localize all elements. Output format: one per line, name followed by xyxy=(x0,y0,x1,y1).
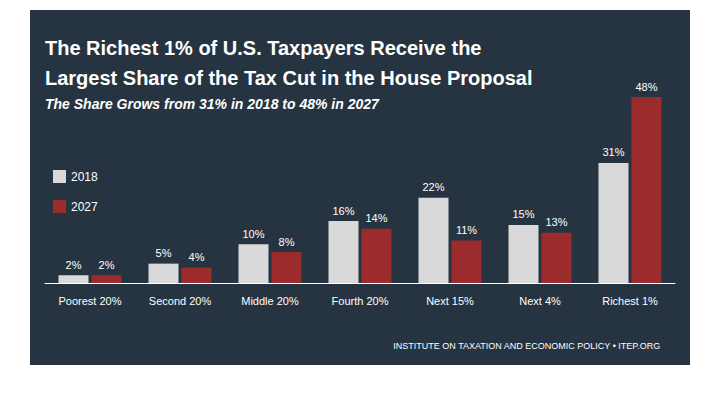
svg-text:Fourth 20%: Fourth 20% xyxy=(332,295,389,307)
svg-text:8%: 8% xyxy=(279,236,295,248)
svg-text:15%: 15% xyxy=(512,208,534,220)
svg-text:2%: 2% xyxy=(66,259,82,271)
svg-text:22%: 22% xyxy=(422,181,444,193)
svg-text:INSTITUTE ON TAXATION AND ECON: INSTITUTE ON TAXATION AND ECONOMIC POLIC… xyxy=(393,341,660,351)
svg-text:13%: 13% xyxy=(545,216,567,228)
svg-text:Next 15%: Next 15% xyxy=(426,295,474,307)
svg-text:Largest Share of the Tax Cut i: Largest Share of the Tax Cut in the Hous… xyxy=(45,67,533,89)
svg-text:5%: 5% xyxy=(156,247,172,259)
svg-text:31%: 31% xyxy=(602,146,624,158)
svg-text:2%: 2% xyxy=(99,259,115,271)
svg-text:11%: 11% xyxy=(456,224,477,236)
svg-text:The Share Grows from 31% in 20: The Share Grows from 31% in 2018 to 48% … xyxy=(45,96,380,112)
svg-text:14%: 14% xyxy=(365,212,387,224)
svg-text:Richest 1%: Richest 1% xyxy=(602,295,658,307)
svg-text:Middle 20%: Middle 20% xyxy=(241,295,299,307)
svg-text:2018: 2018 xyxy=(71,170,98,184)
svg-text:Poorest 20%: Poorest 20% xyxy=(59,295,122,307)
svg-text:4%: 4% xyxy=(189,251,205,263)
svg-text:10%: 10% xyxy=(242,228,264,240)
svg-text:Second 20%: Second 20% xyxy=(149,295,212,307)
svg-text:Next 4%: Next 4% xyxy=(519,295,561,307)
svg-text:48%: 48% xyxy=(635,81,657,93)
svg-text:2027: 2027 xyxy=(71,200,98,214)
svg-text:The Richest 1% of U.S. Taxpaye: The Richest 1% of U.S. Taxpayers Receive… xyxy=(45,37,481,59)
svg-text:16%: 16% xyxy=(332,205,354,217)
